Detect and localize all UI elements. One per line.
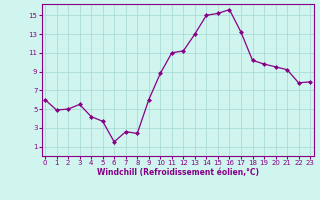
X-axis label: Windchill (Refroidissement éolien,°C): Windchill (Refroidissement éolien,°C) <box>97 168 259 177</box>
